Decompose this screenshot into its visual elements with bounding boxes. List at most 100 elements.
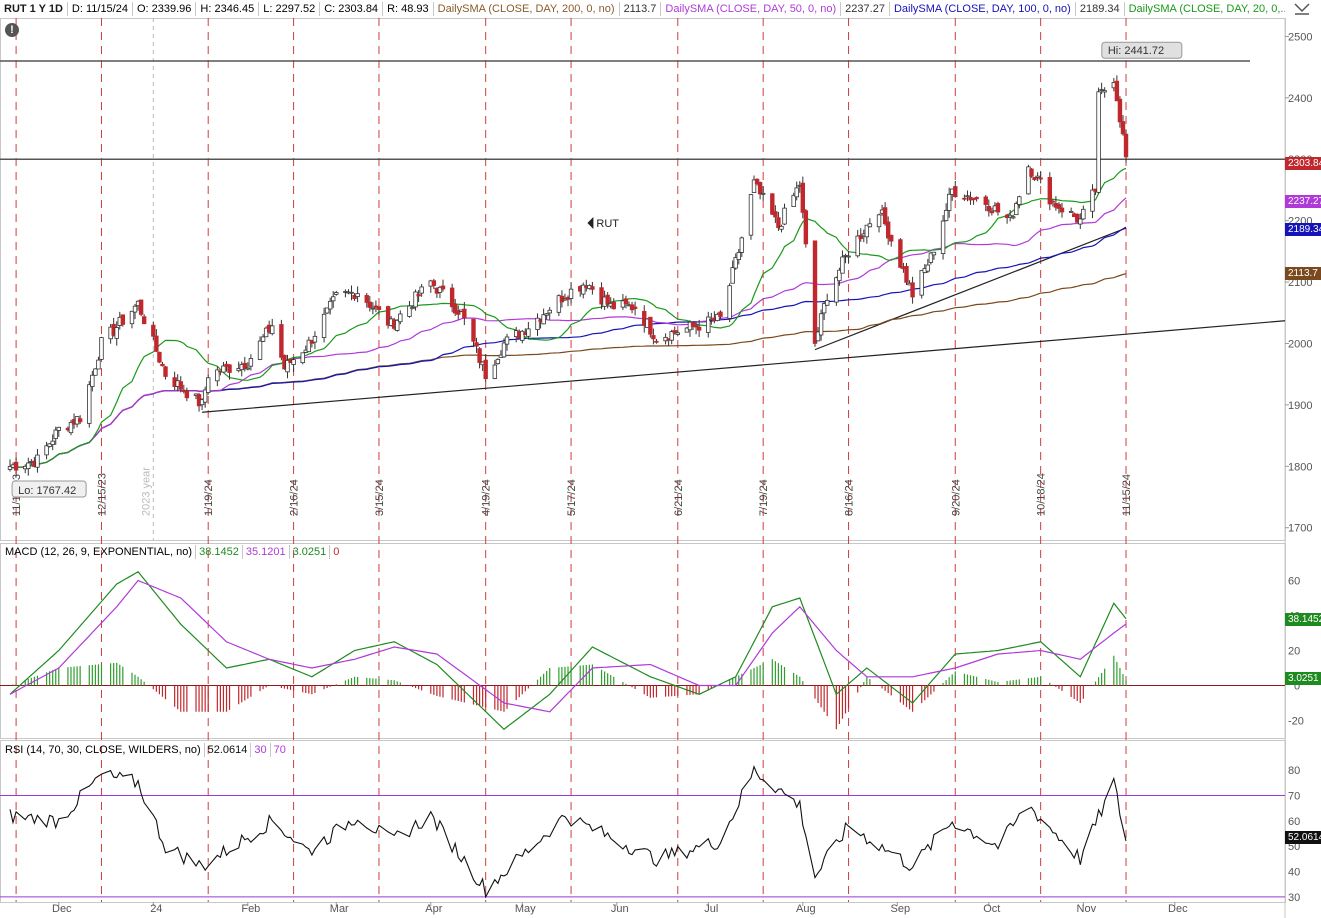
- candle-body: [953, 186, 958, 198]
- candle-body: [535, 317, 540, 330]
- sma20-label[interactable]: DailySMA (CLOSE, DAY, 20, 0,...: [1128, 3, 1285, 15]
- month-label: Oct: [983, 903, 1000, 915]
- candle-body: [696, 326, 702, 331]
- candle-body: [925, 264, 931, 272]
- candle-body: [413, 291, 418, 308]
- candle-body: [474, 342, 479, 347]
- expiry-marker-label: 12/15/23: [96, 473, 108, 516]
- candle-body: [931, 251, 937, 256]
- macd-study-label[interactable]: MACD (12, 26, 9, EXPONENTIAL, no): [2, 545, 197, 559]
- candle-body: [300, 352, 305, 364]
- candle-body: [818, 313, 824, 336]
- rsi-upper-level: 70: [273, 744, 286, 756]
- candle-body: [590, 286, 595, 290]
- candle-body: [840, 256, 845, 274]
- candle-body: [141, 316, 147, 325]
- sma50-value: 2237.27: [841, 2, 890, 16]
- candle-body: [904, 265, 909, 283]
- candle-body: [919, 270, 924, 296]
- candle-body: [87, 384, 92, 424]
- candle-body: [260, 336, 266, 342]
- candle-body: [943, 209, 949, 222]
- date-readout: D: 11/15/24: [68, 2, 133, 16]
- candle-body: [782, 207, 787, 225]
- candle-body: [99, 337, 104, 360]
- sma100-label[interactable]: DailySMA (CLOSE, DAY, 100, 0, no): [890, 2, 1076, 16]
- candle-body: [1050, 200, 1056, 203]
- candle-body: [855, 235, 860, 257]
- candle-body: [44, 445, 49, 456]
- candle-body: [68, 422, 74, 434]
- candle-body: [407, 305, 412, 317]
- rsi-tick-label: 70: [1288, 791, 1300, 803]
- info-icon[interactable]: !: [5, 23, 19, 37]
- candle-body: [581, 284, 586, 295]
- candle-body: [471, 318, 476, 342]
- candle-body: [965, 195, 970, 198]
- symbol-label[interactable]: RUT 1 Y 1D: [0, 2, 68, 16]
- expiry-marker-label: 1/19/24: [203, 479, 215, 516]
- candle-body: [452, 303, 458, 314]
- candle-body: [1096, 91, 1101, 193]
- candle-body: [1078, 218, 1083, 225]
- candle-body: [56, 426, 61, 431]
- candle-body: [53, 429, 58, 439]
- candle-body: [989, 211, 995, 214]
- candle-body: [263, 327, 269, 338]
- candle-body: [151, 324, 156, 337]
- macd-tick-label: 60: [1288, 576, 1300, 588]
- candle-body: [257, 340, 263, 360]
- macd-hist-value: 3.0251: [290, 545, 331, 559]
- sma50-label[interactable]: DailySMA (CLOSE, DAY, 50, 0, no): [661, 2, 842, 16]
- rsi-study-label[interactable]: RSI (14, 70, 30, CLOSE, WILDERS, no): [2, 743, 205, 757]
- rsi-tick-label: 40: [1288, 867, 1300, 879]
- candle-body: [791, 194, 796, 207]
- macd-signal-value: 35.1201: [243, 545, 290, 559]
- candle-body: [1068, 210, 1074, 213]
- sma200-label[interactable]: DailySMA (CLOSE, DAY, 200, 0, no): [434, 2, 620, 16]
- symbol-marker-label: RUT: [596, 218, 619, 230]
- candle-body: [160, 363, 165, 367]
- candle-body: [1059, 207, 1065, 213]
- candle-body: [215, 369, 220, 382]
- low-label-text: Lo: 1767.42: [18, 485, 76, 497]
- rsi-tick-label: 30: [1288, 892, 1300, 904]
- panel-frame: [0, 18, 1286, 541]
- month-label: Jun: [611, 903, 629, 915]
- candle-body: [154, 335, 159, 352]
- candle-body: [928, 252, 934, 263]
- candle-body: [129, 310, 135, 325]
- price-tick-label: 2500: [1288, 31, 1312, 43]
- macd-legend[interactable]: MACD (12, 26, 9, EXPONENTIAL, no) 38.145…: [2, 545, 342, 559]
- rsi-price-box: 52.0614: [1285, 831, 1321, 844]
- candle-body: [946, 193, 952, 211]
- candle-body: [245, 367, 251, 370]
- collapse-chevron-icon[interactable]: [1287, 0, 1317, 18]
- sma50-price-box: 2237.27: [1285, 195, 1321, 208]
- sma-20-line: [9, 167, 1127, 468]
- price-tick-label: 1800: [1288, 461, 1312, 473]
- candle-body: [440, 285, 446, 290]
- candle-body: [206, 377, 211, 393]
- candle-body: [654, 340, 659, 343]
- candle-body: [834, 277, 839, 303]
- sma-100-line: [9, 226, 1127, 468]
- candle-body: [623, 298, 629, 305]
- month-label: May: [515, 903, 536, 915]
- expiry-marker-label: 4/19/24: [481, 479, 493, 516]
- candle-body: [1120, 121, 1126, 135]
- candle-body: [876, 214, 882, 228]
- month-label: Nov: [1077, 903, 1097, 915]
- candle-body: [706, 316, 711, 333]
- candle-body: [547, 309, 552, 314]
- rsi-legend[interactable]: RSI (14, 70, 30, CLOSE, WILDERS, no) 52.…: [2, 743, 289, 757]
- candle-body: [492, 364, 498, 379]
- price-tick-label: 2400: [1288, 93, 1312, 105]
- candle-body: [456, 310, 461, 315]
- month-label: Aug: [796, 903, 816, 915]
- candle-body: [962, 197, 967, 200]
- candle-body: [898, 239, 903, 268]
- rsi-tick-label: 60: [1288, 816, 1300, 828]
- candle-body: [599, 287, 604, 305]
